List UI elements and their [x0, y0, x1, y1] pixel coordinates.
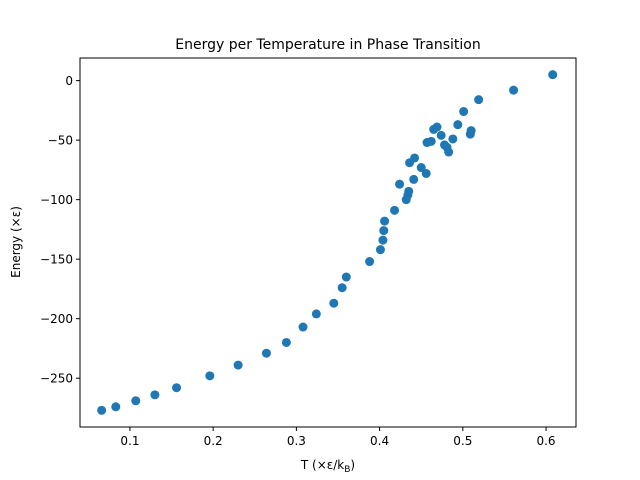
data-markers	[97, 70, 558, 415]
x-tick-label: 0.5	[453, 434, 472, 448]
data-point	[436, 130, 446, 140]
x-axis-ticks: 0.1 0.2 0.3 0.4 0.5 0.6	[120, 427, 556, 448]
data-point	[416, 163, 426, 173]
data-point	[97, 405, 107, 415]
data-point	[261, 348, 271, 358]
data-point	[404, 186, 414, 196]
data-point	[459, 107, 469, 117]
chart-title: Energy per Temperature in Phase Transiti…	[175, 37, 480, 53]
data-point	[444, 147, 454, 157]
data-point	[432, 122, 442, 132]
data-point	[233, 360, 243, 370]
data-point	[390, 205, 400, 215]
y-axis-label: Energy (×ε)	[9, 206, 23, 278]
data-point	[111, 402, 121, 412]
data-point	[453, 120, 463, 130]
x-axis-label: T (×ε/kB)	[300, 458, 355, 475]
data-point	[365, 257, 375, 267]
data-point	[409, 174, 419, 184]
y-axis-ticks: −250 −200 −150 −100 −50 0	[40, 74, 80, 386]
data-point	[205, 371, 215, 381]
data-point	[548, 70, 558, 80]
data-point	[466, 126, 476, 136]
data-point	[281, 337, 291, 347]
x-tick-label: 0.2	[204, 434, 223, 448]
y-tick-label: −100	[40, 193, 73, 207]
data-point	[311, 309, 321, 319]
data-point	[379, 226, 389, 236]
x-axis-label-close: )	[350, 458, 355, 472]
data-point	[341, 272, 351, 282]
data-point	[298, 322, 308, 332]
data-point	[395, 179, 405, 189]
x-tick-label: 0.6	[536, 434, 555, 448]
x-tick-label: 0.1	[120, 434, 139, 448]
x-axis-label-main: T (×ε/k	[300, 458, 344, 472]
y-tick-label: −200	[40, 312, 73, 326]
y-tick-label: 0	[65, 74, 73, 88]
data-point	[380, 216, 390, 226]
y-tick-label: −150	[40, 253, 73, 267]
y-tick-label: −250	[40, 372, 73, 386]
x-axis-label-subscript: B	[344, 465, 350, 475]
data-point	[448, 134, 458, 144]
data-point	[509, 85, 519, 95]
data-point	[150, 390, 160, 400]
data-point	[474, 95, 484, 105]
x-tick-label: 0.4	[370, 434, 389, 448]
data-point	[131, 396, 141, 406]
data-point	[410, 153, 420, 163]
data-point	[329, 298, 339, 308]
data-point	[337, 283, 347, 293]
data-point	[378, 235, 388, 245]
plot-frame	[79, 57, 577, 428]
x-tick-label: 0.3	[287, 434, 306, 448]
data-point	[172, 383, 182, 393]
data-point	[421, 168, 431, 178]
data-point	[375, 245, 385, 255]
data-point	[426, 136, 436, 146]
y-tick-label: −50	[48, 134, 73, 148]
